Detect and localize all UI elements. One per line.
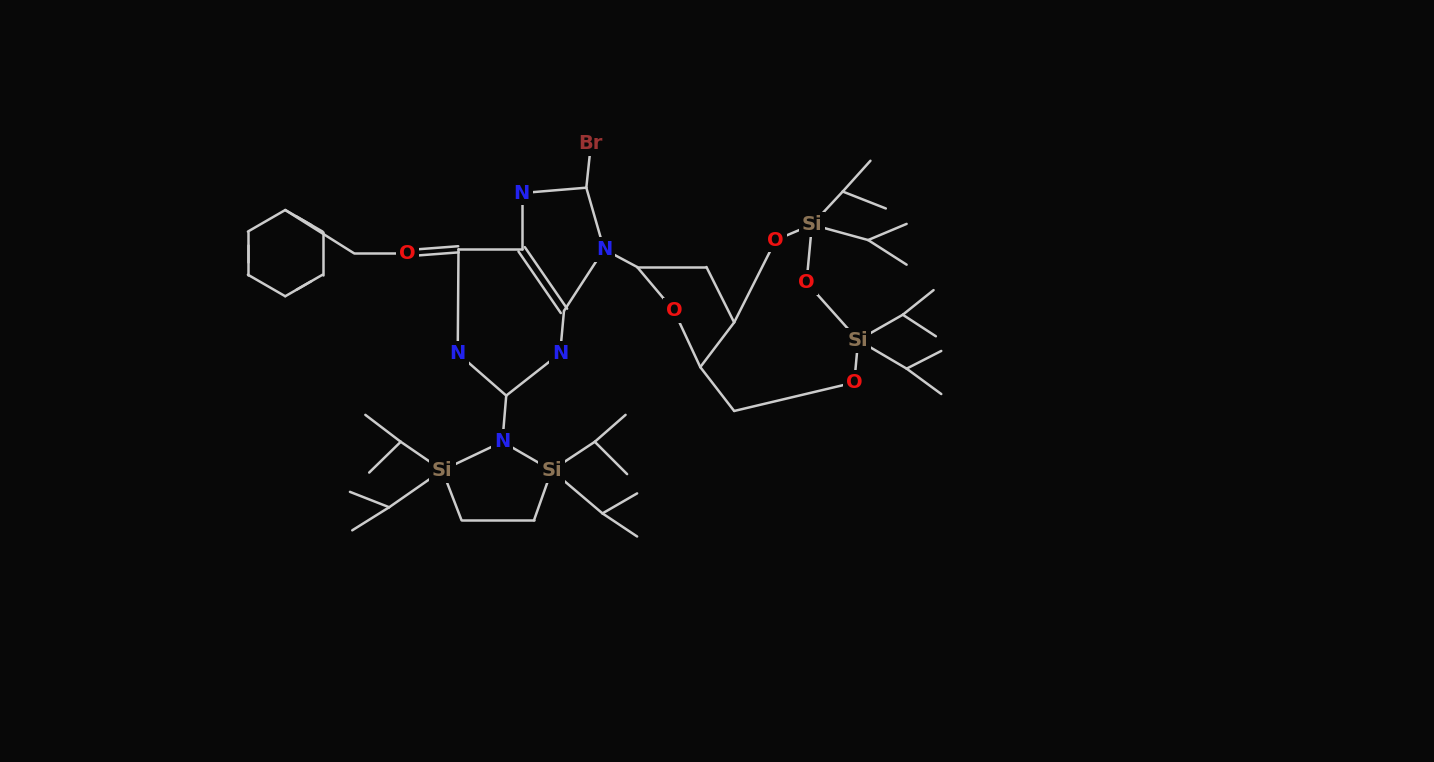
Text: N: N [552,344,568,363]
Text: N: N [597,240,612,259]
Text: Si: Si [802,215,822,234]
Text: O: O [399,244,416,263]
Text: N: N [495,432,511,451]
Text: Si: Si [432,461,453,480]
Text: O: O [665,302,683,320]
Text: N: N [513,184,529,203]
Text: O: O [846,373,863,392]
Text: Br: Br [579,134,604,153]
Text: Si: Si [542,461,562,480]
Text: O: O [767,231,784,249]
Text: Si: Si [847,331,869,350]
Text: O: O [799,273,815,292]
Text: N: N [450,344,466,363]
